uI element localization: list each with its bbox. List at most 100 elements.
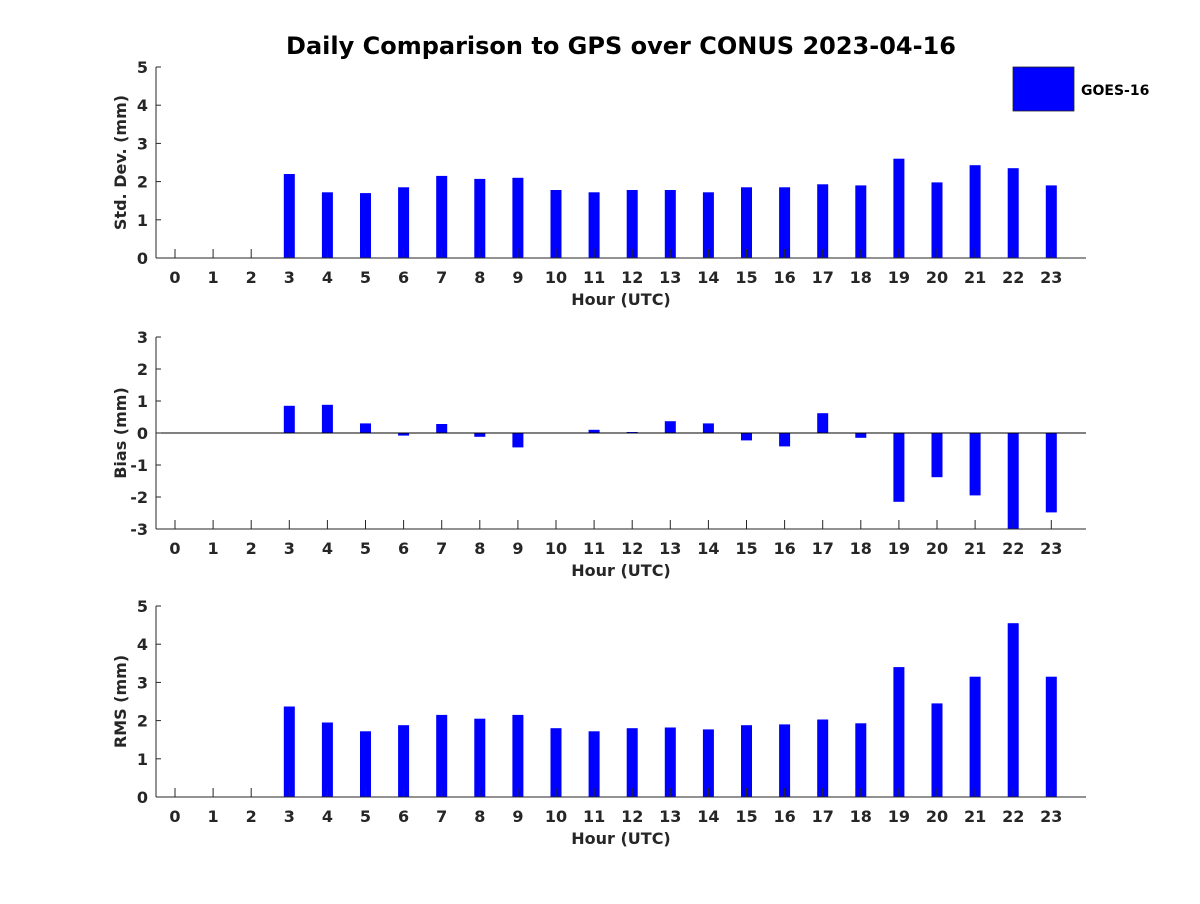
xtick-label-rms: 5 bbox=[360, 807, 371, 826]
ytick-label-bias: -1 bbox=[130, 456, 148, 475]
bar-rms-hour-21 bbox=[969, 676, 981, 797]
xtick-label-rms: 9 bbox=[512, 807, 523, 826]
bar-std-dev-hour-14 bbox=[702, 192, 714, 258]
ytick-label-std-dev: 0 bbox=[137, 249, 148, 268]
xtick-label-bias: 5 bbox=[360, 539, 371, 558]
bar-bias-hour-15 bbox=[741, 433, 752, 441]
xtick-label-rms: 18 bbox=[850, 807, 872, 826]
xtick-label-rms: 22 bbox=[1002, 807, 1024, 826]
bar-bias-hour-18 bbox=[855, 433, 867, 438]
bar-rms-hour-11 bbox=[588, 731, 600, 797]
bar-rms-hour-15 bbox=[741, 725, 752, 797]
xtick-label-bias: 4 bbox=[322, 539, 333, 558]
bar-rms-hour-4 bbox=[321, 722, 333, 797]
bar-std-dev-hour-19 bbox=[893, 158, 905, 258]
bar-std-dev-hour-13 bbox=[664, 190, 676, 258]
bar-rms-hour-5 bbox=[360, 731, 371, 797]
ytick-label-rms: 4 bbox=[137, 635, 148, 654]
bar-bias-hour-6 bbox=[398, 433, 410, 436]
xtick-label-rms: 11 bbox=[583, 807, 605, 826]
bar-std-dev-hour-17 bbox=[817, 184, 829, 258]
ytick-label-std-dev: 2 bbox=[137, 173, 148, 192]
xtick-label-bias: 0 bbox=[169, 539, 180, 558]
xtick-label-rms: 20 bbox=[926, 807, 948, 826]
ytick-label-rms: 1 bbox=[137, 750, 148, 769]
bar-bias-hour-11 bbox=[588, 429, 600, 433]
bar-std-dev-hour-18 bbox=[855, 185, 867, 258]
xtick-label-std-dev: 1 bbox=[208, 268, 219, 287]
xtick-label-std-dev: 9 bbox=[512, 268, 523, 287]
xtick-label-bias: 21 bbox=[964, 539, 986, 558]
xtick-label-std-dev: 19 bbox=[888, 268, 910, 287]
bar-std-dev-hour-16 bbox=[779, 187, 791, 258]
bar-bias-hour-17 bbox=[817, 413, 829, 433]
xtick-label-rms: 7 bbox=[436, 807, 447, 826]
xtick-label-bias: 15 bbox=[735, 539, 757, 558]
bar-std-dev-hour-20 bbox=[931, 182, 943, 258]
xtick-label-bias: 14 bbox=[697, 539, 719, 558]
xtick-label-rms: 17 bbox=[812, 807, 834, 826]
xtick-label-rms: 0 bbox=[169, 807, 180, 826]
bar-std-dev-hour-7 bbox=[436, 175, 448, 258]
bar-std-dev-hour-21 bbox=[969, 165, 981, 258]
xlabel-bias: Hour (UTC) bbox=[571, 561, 671, 580]
xtick-label-bias: 20 bbox=[926, 539, 948, 558]
xtick-label-bias: 3 bbox=[284, 539, 295, 558]
ytick-label-bias: 2 bbox=[137, 360, 148, 379]
xtick-label-rms: 21 bbox=[964, 807, 986, 826]
xtick-label-bias: 10 bbox=[545, 539, 567, 558]
xtick-label-std-dev: 13 bbox=[659, 268, 681, 287]
xtick-label-bias: 6 bbox=[398, 539, 409, 558]
xtick-label-std-dev: 5 bbox=[360, 268, 371, 287]
xlabel-std-dev: Hour (UTC) bbox=[571, 290, 671, 309]
ytick-label-bias: 3 bbox=[137, 328, 148, 347]
bar-rms-hour-14 bbox=[702, 729, 714, 797]
chart-title: Daily Comparison to GPS over CONUS 2023-… bbox=[286, 32, 956, 60]
xtick-label-std-dev: 10 bbox=[545, 268, 567, 287]
xtick-label-std-dev: 23 bbox=[1040, 268, 1062, 287]
bar-rms-hour-8 bbox=[474, 718, 486, 797]
xtick-label-bias: 16 bbox=[773, 539, 795, 558]
bar-rms-hour-13 bbox=[664, 727, 676, 797]
bar-std-dev-hour-23 bbox=[1045, 185, 1057, 258]
xtick-label-std-dev: 16 bbox=[773, 268, 795, 287]
xtick-label-std-dev: 8 bbox=[474, 268, 485, 287]
bar-rms-hour-10 bbox=[550, 728, 562, 797]
xtick-label-bias: 23 bbox=[1040, 539, 1062, 558]
bar-rms-hour-20 bbox=[931, 703, 943, 797]
xtick-label-rms: 15 bbox=[735, 807, 757, 826]
xtick-label-std-dev: 21 bbox=[964, 268, 986, 287]
bar-std-dev-hour-9 bbox=[512, 177, 524, 258]
bar-rms-hour-12 bbox=[626, 728, 638, 797]
bar-std-dev-hour-10 bbox=[550, 190, 562, 258]
bar-bias-hour-8 bbox=[474, 433, 486, 437]
bar-bias-hour-7 bbox=[436, 424, 448, 433]
bar-rms-hour-9 bbox=[512, 714, 524, 797]
bar-bias-hour-21 bbox=[969, 433, 981, 496]
ytick-label-rms: 3 bbox=[137, 673, 148, 692]
xtick-label-bias: 22 bbox=[1002, 539, 1024, 558]
xtick-label-std-dev: 4 bbox=[322, 268, 333, 287]
xtick-label-std-dev: 20 bbox=[926, 268, 948, 287]
xtick-label-rms: 19 bbox=[888, 807, 910, 826]
bar-bias-hour-13 bbox=[664, 421, 676, 433]
xtick-label-bias: 17 bbox=[812, 539, 834, 558]
xtick-label-rms: 13 bbox=[659, 807, 681, 826]
legend-label: GOES-16 bbox=[1081, 83, 1149, 99]
bar-std-dev-hour-15 bbox=[741, 187, 752, 258]
bar-rms-hour-7 bbox=[436, 714, 448, 797]
xtick-label-bias: 2 bbox=[246, 539, 257, 558]
xtick-label-bias: 11 bbox=[583, 539, 605, 558]
ytick-label-std-dev: 3 bbox=[137, 134, 148, 153]
xtick-label-std-dev: 15 bbox=[735, 268, 757, 287]
xtick-label-std-dev: 3 bbox=[284, 268, 295, 287]
xtick-label-std-dev: 17 bbox=[812, 268, 834, 287]
xtick-label-rms: 3 bbox=[284, 807, 295, 826]
bar-bias-hour-22 bbox=[1007, 433, 1019, 529]
bar-bias-hour-19 bbox=[893, 433, 905, 502]
ytick-label-rms: 2 bbox=[137, 712, 148, 731]
